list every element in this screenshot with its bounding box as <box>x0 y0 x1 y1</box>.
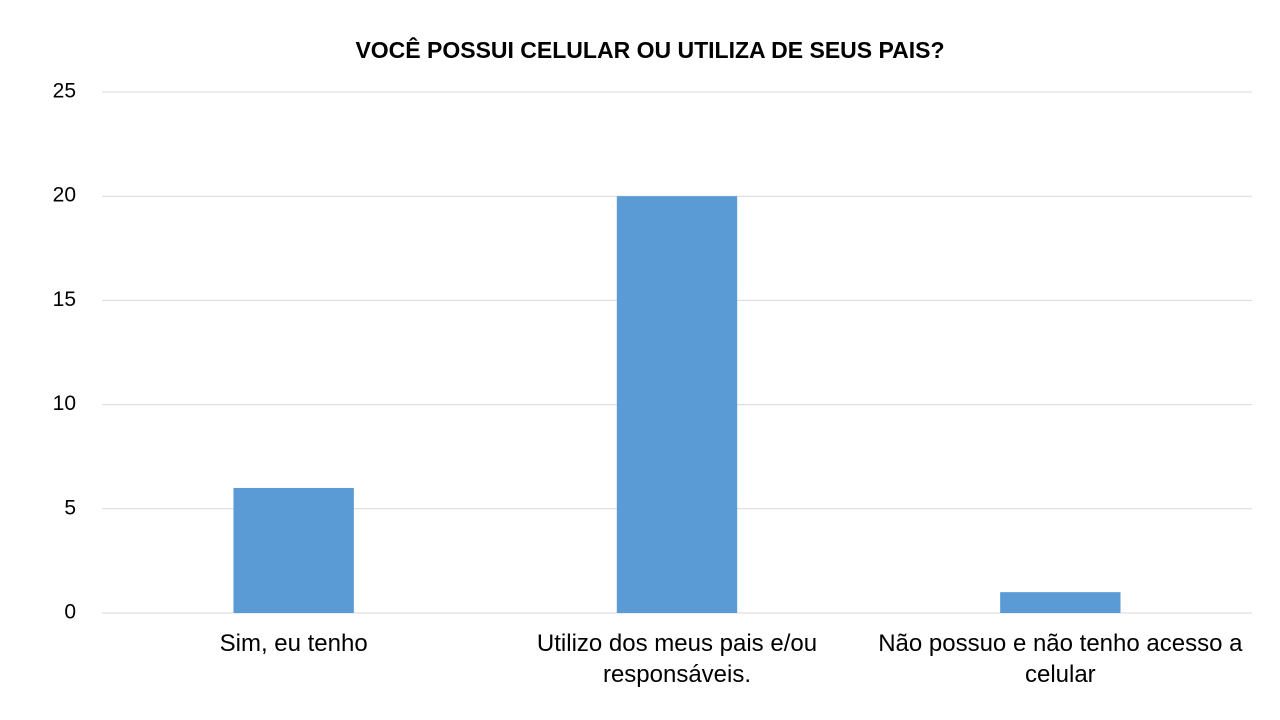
y-tick-label: 10 <box>53 392 76 415</box>
x-tick-label: Sim, eu tenho <box>219 630 368 657</box>
bar <box>1000 592 1121 613</box>
bar <box>233 487 354 613</box>
x-tick-label: Não possuo e não tenho acesso a celular <box>878 630 1243 688</box>
chart-title: VOCÊ POSSUI CELULAR OU UTILIZA DE SEUS P… <box>355 36 944 63</box>
y-tick-label: 15 <box>53 288 76 311</box>
y-tick-label: 0 <box>64 601 76 624</box>
y-tick-label: 20 <box>53 184 76 207</box>
bar <box>616 196 738 613</box>
y-tick-label: 25 <box>53 80 76 103</box>
x-tick-label: Utilizo dos meus pais e/ou responsáveis. <box>536 630 818 688</box>
y-tick-label: 5 <box>64 496 76 519</box>
